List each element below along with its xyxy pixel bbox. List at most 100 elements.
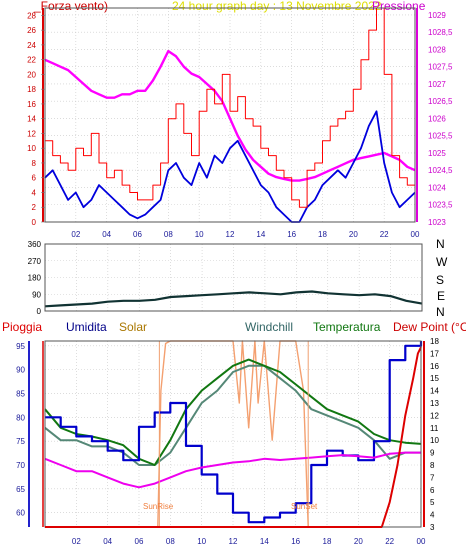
dewpoint-tick-5: 5 [430, 498, 435, 507]
dewpoint-tick-3: 3 [430, 523, 435, 532]
dewpoint-legend: Dew Point (°C) [393, 320, 466, 334]
pressure-tick-1023,5: 1023,5 [428, 201, 453, 210]
direction-tick-180: 180 [28, 274, 42, 283]
humidity-tick-80: 80 [16, 413, 25, 422]
x-tick-14: 14 [256, 230, 265, 239]
dewpoint-tick-17: 17 [430, 349, 439, 358]
dewpoint-tick-16: 16 [430, 362, 439, 371]
pressure-tick-1027,5: 1027,5 [428, 63, 453, 72]
x-tick-08: 08 [164, 230, 173, 239]
direction-panel-frame [44, 243, 423, 312]
series-direction [44, 290, 423, 308]
dewpoint-tick-7: 7 [430, 473, 435, 482]
frame-layer [28, 7, 425, 528]
dewpoint-tick-11: 11 [430, 424, 439, 433]
lower-x-tick-00: 00 [417, 537, 426, 546]
cardinal-n-top: N [436, 237, 445, 251]
pressure-tick-1026: 1026 [428, 114, 446, 123]
pressure-tick-1028: 1028 [428, 45, 446, 54]
lower-x-tick-10: 10 [197, 537, 206, 546]
wind-tick-28: 28 [27, 11, 36, 20]
dewpoint-tick-13: 13 [430, 399, 439, 408]
dewpoint-tick-12: 12 [430, 411, 439, 420]
x-tick-20: 20 [349, 230, 358, 239]
humidity-legend: Umidita [66, 320, 107, 334]
x-tick-04: 04 [102, 230, 111, 239]
solar-legend: Solar [119, 320, 147, 334]
wind-panel-frame [44, 7, 416, 223]
lower-x-tick-14: 14 [260, 537, 269, 546]
cardinal-s: S [436, 273, 444, 287]
wind-tick-2: 2 [32, 203, 37, 212]
lower-x-tick-22: 22 [385, 537, 394, 546]
wind-tick-16: 16 [27, 100, 36, 109]
series-layer [44, 7, 423, 528]
lower-x-tick-16: 16 [291, 537, 300, 546]
pressure-tick-1028,5: 1028,5 [428, 28, 453, 37]
lower-x-tick-02: 02 [72, 537, 81, 546]
sunset-label: SunSet [291, 502, 318, 511]
pressure-tick-1025,5: 1025,5 [428, 132, 453, 141]
x-tick-22: 22 [380, 230, 389, 239]
lower-x-tick-06: 06 [135, 537, 144, 546]
wind-tick-6: 6 [32, 174, 37, 183]
humidity-tick-95: 95 [16, 342, 25, 351]
dewpoint-tick-6: 6 [430, 486, 435, 495]
wind-tick-22: 22 [27, 56, 36, 65]
dewpoint-tick-15: 15 [430, 374, 439, 383]
humidity-tick-60: 60 [16, 509, 25, 518]
direction-tick-270: 270 [28, 257, 42, 266]
series-pressione [44, 49, 416, 182]
wind-tick-26: 26 [27, 26, 36, 35]
lower-x-tick-20: 20 [354, 537, 363, 546]
series-forza-vento-media [44, 110, 416, 223]
wind-tick-24: 24 [27, 41, 36, 50]
x-tick-10: 10 [195, 230, 204, 239]
windchill-legend: Windchill [245, 320, 293, 334]
direction-tick-0: 0 [37, 307, 42, 316]
x-tick-18: 18 [318, 230, 327, 239]
dewpoint-tick-18: 18 [430, 337, 439, 346]
wind-tick-20: 20 [27, 70, 36, 79]
dewpoint-tick-10: 10 [430, 436, 439, 445]
lower-x-tick-04: 04 [103, 537, 112, 546]
x-tick-02: 02 [71, 230, 80, 239]
cardinal-w: W [436, 255, 448, 269]
dewpoint-tick-4: 4 [430, 511, 435, 520]
cardinal-e: E [437, 289, 445, 303]
humidity-tick-85: 85 [16, 389, 25, 398]
direction-tick-360: 360 [28, 240, 42, 249]
x-tick-16: 16 [287, 230, 296, 239]
lower-x-tick-08: 08 [166, 537, 175, 546]
series-umidita [45, 341, 423, 524]
wind-tick-12: 12 [27, 129, 36, 138]
temperature-legend: Temperatura [313, 320, 381, 334]
x-tick-00: 00 [411, 230, 420, 239]
pressure-tick-1026,5: 1026,5 [428, 97, 453, 106]
series-dew-point [44, 451, 421, 489]
wind-tick-10: 10 [27, 144, 36, 153]
cardinal-n-bottom: N [436, 305, 445, 319]
rain-legend: Pioggia [2, 320, 42, 334]
wind-tick-8: 8 [32, 159, 37, 168]
wind-tick-0: 0 [32, 218, 37, 227]
pressure-title: Pressione [372, 0, 426, 13]
wind-tick-14: 14 [27, 115, 36, 124]
tick-label-layer: 02 04 06 08 10 12 14 16 18 20 22 000246810121416182… [16, 11, 453, 546]
humidity-tick-70: 70 [16, 461, 25, 470]
pressure-tick-1025: 1025 [428, 149, 446, 158]
pressure-tick-1024: 1024 [428, 183, 446, 192]
pressure-tick-1027: 1027 [428, 80, 446, 89]
dewpoint-tick-9: 9 [430, 449, 435, 458]
humidity-tick-65: 65 [16, 485, 25, 494]
wind-tick-18: 18 [27, 85, 36, 94]
pressure-tick-1029: 1029 [428, 11, 446, 20]
pressure-tick-1023: 1023 [428, 218, 446, 227]
dewpoint-tick-8: 8 [430, 461, 435, 470]
humidity-tick-75: 75 [16, 437, 25, 446]
series-forza-vento-raffica [45, 7, 416, 208]
wind-speed-title: _Forza vento) [33, 0, 108, 13]
lower-x-tick-12: 12 [229, 537, 238, 546]
series-pioggia [45, 346, 422, 528]
